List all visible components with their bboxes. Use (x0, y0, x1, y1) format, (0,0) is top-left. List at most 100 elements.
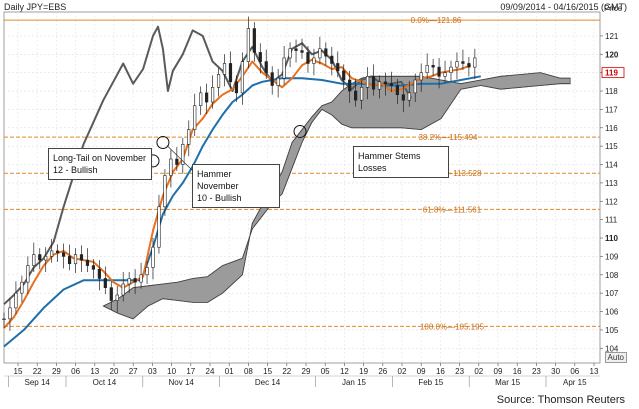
x-tick-label: 19 (359, 367, 368, 376)
candle-body (103, 278, 107, 288)
candle-body (419, 72, 423, 81)
x-tick-label: 06 (71, 367, 80, 376)
month-label: Jan 15 (342, 378, 367, 387)
annotation-line: Long-Tail on November (53, 153, 147, 163)
month-label: Sep 14 (25, 378, 51, 387)
source-credit: Source: Thomson Reuters (496, 394, 625, 406)
candle-body (157, 206, 161, 248)
candle-body (73, 254, 78, 265)
candle-body (324, 48, 328, 57)
candle-body (270, 72, 274, 86)
candle-body (342, 70, 346, 81)
candle-body (216, 74, 221, 88)
annotation-long-tail: Long-Tail on November 12 - Bullish (48, 148, 152, 180)
candle-body (205, 92, 209, 103)
candle-body (56, 250, 60, 254)
candle-body (312, 57, 316, 64)
cloud-span-a (103, 72, 571, 320)
auto-scale-button[interactable]: Auto (604, 352, 627, 363)
candle-body (91, 265, 95, 270)
x-tick-label: 22 (33, 367, 42, 376)
fib-label: 38.2%—115.494 (418, 133, 478, 142)
fib-label: 0.0%—121.86 (411, 16, 462, 25)
plot-area (3, 11, 601, 364)
y-tick-label: 105 (605, 326, 619, 335)
price-axis-label: Price (604, 4, 623, 13)
candle-body (282, 57, 286, 79)
candle-body (395, 85, 399, 95)
annotation-line: 10 - Bullish (197, 193, 242, 203)
axes: 104 105 106 107 108 109 110 111 112 113 114 115 116 1… (4, 4, 625, 387)
last-price-label: 119 (605, 69, 618, 78)
candle-body (32, 254, 36, 266)
candle-body (139, 274, 143, 283)
candle-body (318, 48, 322, 59)
date-range: 09/09/2014 - 04/16/2015 (GMT) (500, 2, 627, 12)
annotation-line: Hammer November (197, 169, 239, 191)
candle-body (359, 87, 364, 101)
candle-body (109, 287, 113, 301)
candle-body (234, 81, 239, 94)
x-tick-label: 23 (455, 367, 464, 376)
candle-body (8, 307, 12, 320)
y-tick-label: 111 (605, 216, 618, 225)
candle-body (44, 256, 48, 261)
candle-body (455, 61, 459, 68)
candle-body (365, 76, 370, 88)
y-tick-label: 118 (605, 87, 618, 96)
candle-body (425, 64, 429, 73)
y-tick-label: 104 (605, 344, 619, 353)
candle-body (163, 175, 167, 208)
candle-body (383, 81, 388, 84)
y-tick-label: 110 (605, 234, 618, 243)
candle-body (199, 92, 203, 107)
annotation-hammer-november: Hammer November 10 - Bullish (192, 164, 280, 208)
x-tick-label: 22 (282, 367, 291, 376)
y-tick-label: 113 (605, 179, 618, 188)
x-tick-label: 16 (436, 367, 445, 376)
x-tick-label: 29 (302, 367, 311, 376)
x-tick-label: 02 (474, 367, 483, 376)
x-tick-label: 26 (378, 367, 387, 376)
candle-body (276, 77, 280, 86)
x-tick-label: 15 (14, 367, 23, 376)
price-candles (2, 16, 477, 331)
candle-body (145, 267, 149, 276)
y-tick-label: 121 (605, 32, 619, 41)
candle-body (288, 48, 292, 59)
chart-title: Daily JPY=EBS (4, 2, 67, 12)
x-tick-label: 30 (551, 367, 560, 376)
candle-body (240, 61, 245, 94)
candle-body (222, 63, 227, 75)
x-tick-label: 01 (225, 367, 234, 376)
candle-body (431, 64, 435, 68)
candle-body (20, 281, 24, 294)
fibonacci-levels: 0.0%—121.86 38.2%—115.494 50.0%—113.528 61.… (4, 16, 600, 331)
x-tick-label: 08 (244, 367, 253, 376)
candle-body (2, 318, 6, 320)
candle-body (38, 254, 42, 261)
candle-body (306, 52, 310, 64)
candle-body (300, 50, 304, 53)
x-tick-label: 15 (263, 367, 272, 376)
candle-body (193, 105, 197, 130)
callout-line (166, 145, 193, 171)
x-tick-label: 12 (340, 367, 349, 376)
candle-body (348, 79, 352, 92)
candle-body (258, 52, 262, 62)
candle-body (336, 63, 340, 72)
annotation-line: Hammer Stems Losses (358, 151, 421, 173)
x-tick-label: 10 (167, 367, 176, 376)
y-tick-label: 114 (605, 161, 618, 170)
candle-body (127, 278, 131, 285)
candle-body (246, 28, 250, 62)
fib-label: 50.0%—113.528 (422, 169, 482, 178)
y-tick-label: 107 (605, 289, 619, 298)
y-tick-label: 116 (605, 124, 618, 133)
x-tick-label: 02 (398, 367, 407, 376)
month-label: Apr 15 (563, 378, 587, 387)
candle-body (181, 144, 185, 165)
candle-body (461, 61, 465, 64)
x-tick-label: 23 (532, 367, 541, 376)
